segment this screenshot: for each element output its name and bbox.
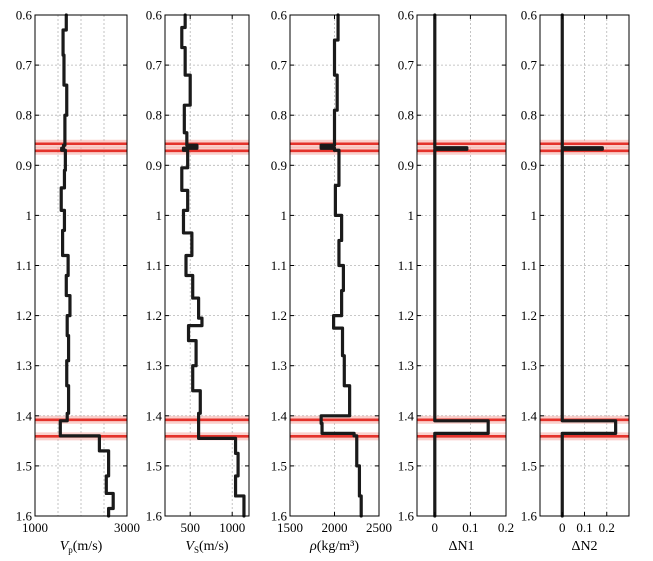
y-tick-label: 1.5 [271, 458, 287, 473]
x-tick-label: 0 [432, 520, 439, 535]
y-tick-label: 1.4 [16, 408, 33, 423]
y-tick-label: 1.3 [146, 358, 162, 373]
y-tick-label: 0.9 [146, 158, 162, 173]
x-tick-label: 1000 [22, 520, 48, 535]
y-tick-label: 1.5 [521, 458, 537, 473]
y-tick-label: 1 [408, 208, 415, 223]
y-tick-label: 1 [281, 208, 288, 223]
x-axis-label: ρ(kg/m³) [309, 539, 359, 554]
y-tick-label: 0.6 [146, 8, 163, 23]
x-tick-label: 0.1 [462, 520, 478, 535]
y-tick-label: 1.6 [146, 509, 163, 524]
y-tick-label: 0.6 [271, 8, 288, 23]
panel-dn2: 0.6 0.7 0.8 0.9 1 1.1 1.2 1.3 1.4 1.5 1.6 0 0.1 0.2ΔN… [521, 8, 630, 554]
panel-dn1: 0.6 0.7 0.8 0.9 1 1.1 1.2 1.3 1.4 1.5 1.6 0 0.1 0.2 ΔN… [398, 8, 514, 555]
x-tick-label: 2500 [366, 520, 392, 535]
y-tick-label: 1.3 [271, 358, 287, 373]
y-tick-label: 1.1 [16, 258, 32, 273]
y-tick-label: 0.9 [271, 158, 287, 173]
panel-vs: 0.6 0.7 0.8 0.9 1 1.1 1.2 1.3 1.4 1.5 1.6 500 1000 VS… [146, 8, 250, 555]
y-tick-label: 1.5 [16, 458, 32, 473]
x-axis-label: ΔN2 [571, 539, 597, 554]
y-tick-label: 0.7 [146, 58, 163, 73]
x-tick-label: 0 [559, 520, 566, 535]
y-tick-label: 1.6 [521, 509, 538, 524]
y-tick-label: 0.6 [16, 8, 33, 23]
y-tick-label: 1.4 [146, 408, 163, 423]
y-tick-label: 1 [26, 208, 33, 223]
y-tick-label: 1.3 [16, 358, 32, 373]
y-tick-label: 0.8 [271, 108, 287, 123]
y-tick-label: 1.5 [398, 458, 414, 473]
y-tick-label: 1.6 [398, 509, 415, 524]
y-tick-label: 1.1 [271, 258, 287, 273]
x-tick-label: 0.2 [498, 520, 514, 535]
x-axis-label: Vp(m/s) [60, 539, 103, 555]
y-tick-label: 0.9 [16, 158, 32, 173]
y-tick-label: 1.1 [521, 258, 537, 273]
curve-dn2 [560, 13, 618, 518]
y-tick-label: 1.2 [16, 308, 32, 323]
y-tick-label: 0.8 [146, 108, 162, 123]
x-axis-label: VS(m/s) [185, 539, 228, 555]
y-tick-label: 1.1 [146, 258, 162, 273]
x-tick-label: 1000 [219, 520, 245, 535]
y-tick-label: 1 [531, 208, 538, 223]
y-tick-label: 1.4 [398, 408, 415, 423]
y-tick-label: 0.6 [521, 8, 538, 23]
y-tick-label: 0.9 [521, 158, 537, 173]
y-tick-label: 0.8 [398, 108, 414, 123]
y-tick-label: 1.2 [146, 308, 162, 323]
y-tick-label: 1.6 [271, 509, 288, 524]
x-axis-label: ΔN1 [448, 539, 474, 554]
y-tick-label: 1.2 [271, 308, 287, 323]
y-tick-label: 0.8 [521, 108, 537, 123]
curve-rho [319, 13, 363, 518]
curve-vs [180, 13, 246, 518]
y-tick-label: 0.7 [271, 58, 288, 73]
y-tick-label: 1.5 [146, 458, 162, 473]
y-tick-label: 1.3 [398, 358, 414, 373]
curve-dn1 [433, 13, 490, 518]
y-tick-label: 1.2 [521, 308, 537, 323]
curve-vp [58, 13, 115, 518]
y-tick-label: 1.6 [16, 509, 33, 524]
y-tick-label: 0.7 [398, 58, 415, 73]
x-tick-label: 2000 [322, 520, 348, 535]
x-tick-label: 0.1 [576, 520, 592, 535]
x-tick-label: 3000 [114, 520, 140, 535]
y-tick-label: 1.4 [521, 408, 538, 423]
y-tick-label: 0.6 [398, 8, 415, 23]
y-tick-label: 0.9 [398, 158, 414, 173]
y-tick-label: 1.2 [398, 308, 414, 323]
y-tick-label: 1 [156, 208, 163, 223]
y-tick-label: 1.1 [398, 258, 414, 273]
x-tick-label: 0.2 [599, 520, 615, 535]
y-tick-label: 0.8 [16, 108, 32, 123]
x-tick-label: 1500 [277, 520, 303, 535]
y-tick-label: 1.3 [521, 358, 537, 373]
y-tick-label: 0.7 [16, 58, 33, 73]
x-tick-label: 500 [180, 520, 200, 535]
y-tick-label: 0.7 [521, 58, 538, 73]
y-tick-label: 1.4 [271, 408, 288, 423]
